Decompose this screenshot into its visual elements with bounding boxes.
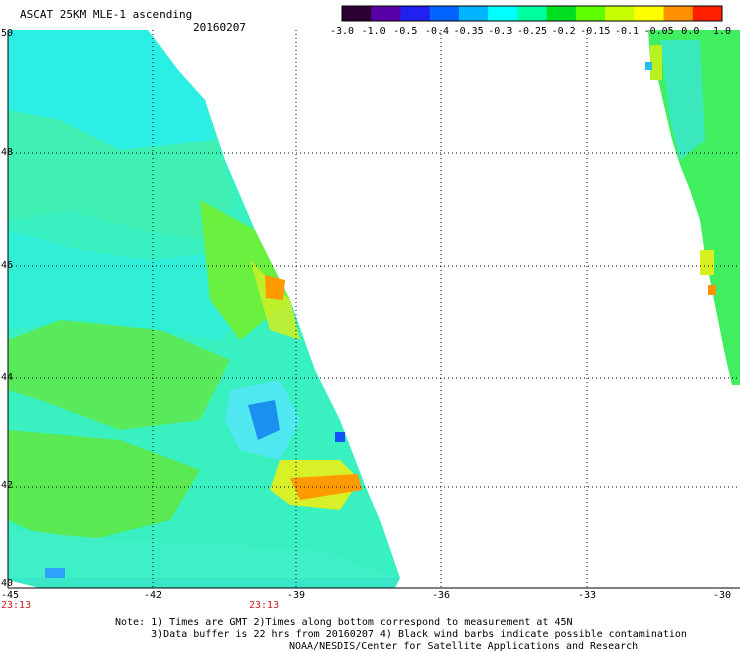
colorbar-tick-label: -0.15 xyxy=(580,26,611,37)
colorbar-swatch xyxy=(692,6,723,21)
colorbar xyxy=(341,5,723,22)
colorbar-swatch xyxy=(634,6,665,21)
colorbar-swatch xyxy=(429,6,460,21)
lat-label: 50 xyxy=(1,28,14,39)
colorbar-swatch xyxy=(488,6,518,21)
colorbar-tick-label: -1.0 xyxy=(361,26,386,37)
colorbar-swatch xyxy=(371,6,401,21)
grid-lines xyxy=(8,30,740,588)
colorbar-tick-label: -0.25 xyxy=(516,26,548,37)
colorbar-swatch xyxy=(342,6,372,21)
pass-time: 23:13 xyxy=(1,600,32,611)
map-title: ASCAT 25KM MLE-1 ascending xyxy=(20,8,193,21)
colorbar-swatch xyxy=(605,6,635,21)
colorbar-tick-label: -0.35 xyxy=(453,26,484,37)
lat-label: 40 xyxy=(1,578,14,589)
colorbar-tick-label: -0.5 xyxy=(393,26,418,37)
lon-label: -33 xyxy=(577,590,597,601)
colorbar-swatch xyxy=(517,6,548,21)
colorbar-swatch xyxy=(575,6,606,21)
lat-label: 46 xyxy=(1,260,14,271)
lon-label: -42 xyxy=(143,590,163,601)
map-frame xyxy=(7,30,740,589)
lat-label: 48 xyxy=(1,147,14,158)
colorbar-tick-label: -0.1 xyxy=(614,26,640,37)
colorbar-tick-label: -0.3 xyxy=(488,26,513,37)
lat-label: 44 xyxy=(1,372,14,383)
lon-label: -36 xyxy=(431,590,451,601)
note-line: Note: 1) Times are GMT 2)Times along bot… xyxy=(115,617,573,628)
lon-label: -39 xyxy=(286,590,306,601)
lat-label: 42 xyxy=(1,480,14,491)
lon-label: -45 xyxy=(0,590,20,601)
colorbar-swatch xyxy=(546,6,577,21)
swath-right xyxy=(645,30,740,385)
colorbar-tick-label: 0.0 xyxy=(681,26,700,37)
colorbar-swatch xyxy=(400,6,431,21)
colorbar-swatch xyxy=(458,6,489,21)
colorbar-swatch xyxy=(663,6,694,21)
swath-left xyxy=(8,30,400,588)
map-date: 20160207 xyxy=(193,21,246,34)
colorbar-tick-label: 1.0 xyxy=(712,26,732,37)
credit-line: NOAA/NESDIS/Center for Satellite Applica… xyxy=(289,641,639,652)
colorbar-tick-label: -0.05 xyxy=(643,26,674,37)
colorbar-border xyxy=(341,5,723,22)
colorbar-tick-label: -3.0 xyxy=(329,26,355,37)
pass-time: 23:13 xyxy=(249,600,280,611)
lon-label: -30 xyxy=(712,590,732,601)
note-line: 3)Data buffer is 22 hrs from 20160207 4)… xyxy=(115,629,687,640)
colorbar-tick-label: -0.2 xyxy=(551,26,576,37)
colorbar-tick-label: -0.4 xyxy=(424,26,450,37)
